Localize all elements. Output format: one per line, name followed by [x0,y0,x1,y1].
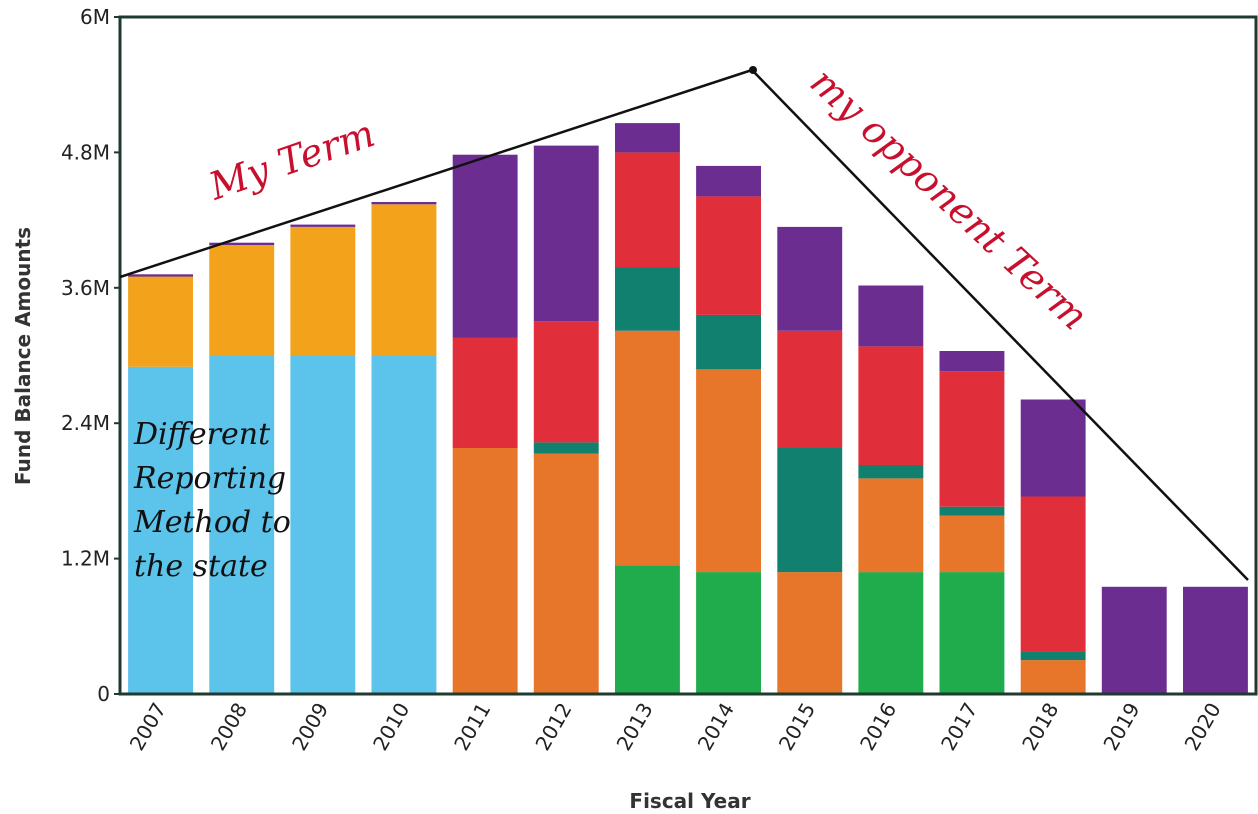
x-tick-label: 2010 [368,699,414,755]
bar-segment [615,267,680,331]
bar-segment [858,285,924,347]
bar-segment [290,224,356,227]
x-axis: 2007 2008 2009 2010 2011 2012 2013 2014 2015 2016… [125,699,1226,755]
y-axis-title: Fund Balance Amounts [11,227,35,485]
bar-segment [939,351,1005,372]
bar-segment [452,154,518,338]
bar-segment [615,152,680,268]
x-tick-label: 2007 [125,699,171,755]
bar-segment [615,565,680,694]
bar-segment [1183,586,1248,694]
bar-segment [858,464,924,479]
bar-segment [696,572,761,694]
bar-segment [777,448,843,573]
bar-segment [452,448,518,694]
bar-segment [777,226,843,331]
x-tick-label: 2017 [936,699,982,755]
annotation-reporting-method: Different Reporting Method to the state [133,417,291,584]
bar-segment [696,165,761,197]
annotation-reporting-line: Method to [133,505,291,540]
y-tick-label: 0 [97,682,110,706]
bar-segment [533,145,599,322]
x-tick-label: 2012 [530,699,576,755]
bar-segment [615,123,680,153]
annotation-opponent-term: my opponent Term [802,59,1097,338]
bar-segment [128,276,193,367]
annotation-reporting-line: the state [134,549,268,584]
bar-segment [128,366,193,694]
bar-segment [939,572,1005,694]
bar-segment [290,355,356,694]
x-tick-label: 2015 [774,699,820,755]
bar-segment [128,274,193,277]
y-tick-label: 1.2M [61,547,110,571]
x-tick-label: 2018 [1017,699,1063,755]
x-tick-label: 2009 [287,699,333,755]
annotation-my-term: My Term [203,111,380,209]
bar-segment [1020,660,1086,694]
bar-segment [533,321,599,443]
my-term-trend-line [119,68,753,279]
bar-segment [1020,496,1086,652]
bar-segment [1020,651,1086,661]
y-axis: 0 1.2M 2.4M 3.6M 4.8M 6M [61,5,120,706]
bar-segment [615,330,680,566]
bar-segment [533,442,599,454]
bar-segment [777,572,843,694]
bar-segment [371,355,437,694]
y-tick-label: 3.6M [61,276,110,300]
bar-segment [209,244,275,356]
bar-segment [858,346,924,465]
bar-segment [209,242,275,245]
bar-segment [1020,399,1086,497]
bars-layer [128,123,1248,694]
bar-segment [533,453,599,694]
bar-segment [939,506,1005,516]
x-tick-label: 2011 [449,699,495,755]
x-tick-label: 2020 [1179,699,1225,755]
bar-segment [858,478,924,573]
bar-segment [696,196,761,315]
y-tick-label: 4.8M [61,140,110,164]
bar-segment [777,330,843,448]
opponent-term-trend-line [751,69,1249,581]
annotation-reporting-line: Different [133,417,271,452]
bar-segment [209,355,275,694]
bar-segment [939,371,1005,507]
bar-segment [858,572,924,694]
x-tick-label: 2013 [611,699,657,755]
y-tick-label: 6M [80,5,110,29]
bar-segment [939,515,1005,573]
x-tick-label: 2008 [206,699,252,755]
bar-segment [371,204,437,356]
bar-segment [1101,586,1167,694]
bar-segment [696,369,761,573]
x-axis-title: Fiscal Year [629,789,750,813]
plot-frame [118,15,1258,696]
y-tick-label: 2.4M [61,411,110,435]
bar-segment [452,337,518,448]
trend-peak-dot [749,66,757,74]
annotation-reporting-line: Reporting [133,461,286,496]
x-tick-label: 2016 [855,699,901,755]
x-tick-label: 2014 [693,699,739,755]
x-tick-label: 2019 [1098,699,1144,755]
bar-segment [696,314,761,370]
bar-segment [290,226,356,356]
bar-segment [371,202,437,205]
